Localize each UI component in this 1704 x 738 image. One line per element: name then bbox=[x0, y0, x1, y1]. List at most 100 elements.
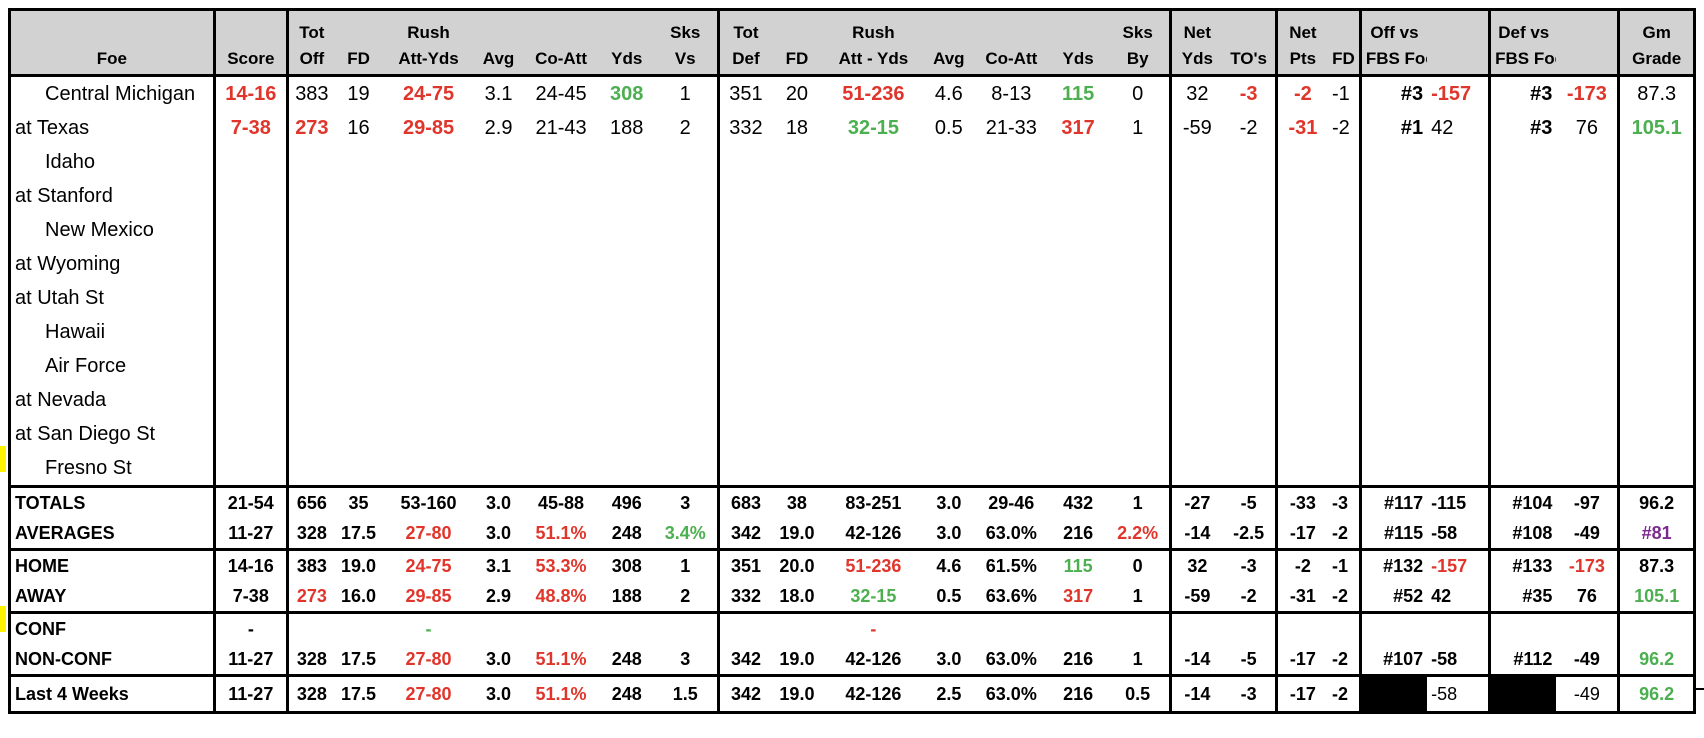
stat-cell bbox=[1169, 179, 1223, 213]
summary-row-home: HOME 14-16 383 19.0 24-75 3.1 53.3% 308 1 351 20.0… bbox=[9, 548, 1695, 581]
stat-cell bbox=[1556, 145, 1618, 179]
stat-cell bbox=[654, 179, 719, 213]
summary-cell: 63.6% bbox=[985, 585, 1037, 606]
stat-cell bbox=[475, 213, 522, 247]
stat-cell: -173 bbox=[1566, 82, 1607, 105]
stat-cell: 76 bbox=[1575, 116, 1598, 139]
stat-cell bbox=[600, 179, 654, 213]
stat-cell bbox=[382, 417, 475, 451]
stat-cell bbox=[1328, 451, 1360, 487]
stat-cell bbox=[1617, 179, 1695, 213]
summary-row-conf: CONF - - - bbox=[9, 611, 1695, 644]
summary-cell: 1 bbox=[1106, 485, 1171, 518]
stat-cell: #3 bbox=[1358, 75, 1428, 111]
stat-cell bbox=[522, 145, 600, 179]
stat-cell bbox=[335, 145, 382, 179]
summary-label: AVERAGES bbox=[15, 522, 115, 543]
stat-cell bbox=[600, 451, 654, 487]
stat-cell bbox=[285, 281, 335, 315]
foe-name: Hawaii bbox=[45, 320, 106, 343]
stat-cell bbox=[285, 145, 335, 179]
summary-cell: -173 bbox=[1556, 548, 1619, 581]
stat-cell: 317 bbox=[1061, 116, 1095, 139]
header-cell bbox=[1556, 9, 1619, 44]
stat-cell bbox=[1050, 315, 1106, 349]
stat-cell: -59 bbox=[1169, 111, 1223, 145]
stat-cell bbox=[925, 247, 972, 281]
stat-cell bbox=[335, 247, 382, 281]
stat-cell bbox=[600, 383, 654, 417]
stat-cell bbox=[772, 315, 822, 349]
stat-cell bbox=[382, 213, 475, 247]
stat-cell bbox=[973, 213, 1051, 247]
summary-cell: 19.0 bbox=[779, 522, 815, 543]
header-cell: Net bbox=[1169, 9, 1223, 44]
stat-cell bbox=[475, 247, 522, 281]
stat-cell bbox=[1222, 247, 1276, 281]
summary-cell: 29-85 bbox=[405, 585, 452, 606]
stat-cell bbox=[212, 417, 288, 451]
stat-cell bbox=[973, 349, 1051, 383]
stat-cell bbox=[1050, 451, 1106, 487]
stat-cell bbox=[822, 383, 925, 417]
stat-cell bbox=[522, 213, 600, 247]
summary-cell: 3.0 bbox=[474, 674, 523, 713]
summary-cell: 342 bbox=[716, 518, 773, 550]
stat-cell: 351 bbox=[716, 75, 773, 111]
summary-cell: -49 bbox=[1573, 648, 1600, 669]
summary-row-totals: TOTALS 21-54 656 35 53-160 3.0 45-88 496 3 683 38 8… bbox=[9, 485, 1695, 518]
summary-cell bbox=[772, 611, 822, 644]
stat-cell bbox=[822, 451, 925, 487]
stat-cell: 32 bbox=[1169, 75, 1223, 111]
header-cell bbox=[1050, 9, 1107, 44]
stat-cell bbox=[1222, 349, 1276, 383]
foe-name: at San Diego St bbox=[15, 422, 156, 445]
summary-cell: 53-160 bbox=[382, 485, 475, 518]
summary-cell: 2 bbox=[680, 585, 691, 606]
header-cell: Rush bbox=[382, 9, 475, 44]
header-cell: Tot bbox=[716, 9, 773, 44]
stat-cell bbox=[822, 281, 925, 315]
stat-cell bbox=[1617, 315, 1695, 349]
summary-cell: 3.0 bbox=[936, 648, 962, 669]
summary-label: NON-CONF bbox=[15, 648, 112, 669]
foe-name: Idaho bbox=[45, 150, 96, 173]
summary-cell: 248 bbox=[611, 522, 642, 543]
stat-cell bbox=[1328, 281, 1360, 315]
stat-cell bbox=[212, 281, 288, 315]
stat-cell bbox=[1427, 247, 1489, 281]
stat-cell bbox=[1169, 145, 1223, 179]
stat-cell bbox=[522, 451, 600, 487]
stat-cell: -1 bbox=[1332, 82, 1350, 105]
stat-cell bbox=[1274, 213, 1329, 247]
stat-cell bbox=[600, 349, 654, 383]
header-row-1: Tot Rush Sks Tot Rush Sks Net Net Off vs Def vs Gm bbox=[9, 9, 1695, 44]
stat-cell: 21-33 bbox=[985, 116, 1037, 139]
summary-cell: -5 bbox=[1222, 485, 1277, 518]
summary-cell: 63.0% bbox=[985, 648, 1037, 669]
summary-row-last-4-weeks: Last 4 Weeks 11-27 328 17.5 27-80 3.0 51.1% 248… bbox=[9, 674, 1695, 713]
stat-cell bbox=[772, 349, 822, 383]
stat-cell: 115 bbox=[1061, 82, 1095, 105]
summary-cell: 308 bbox=[599, 548, 654, 581]
stat-cell: 42 bbox=[1431, 116, 1454, 139]
summary-cell: 17.5 bbox=[341, 648, 377, 669]
stat-cell bbox=[1617, 383, 1695, 417]
stat-cell bbox=[716, 213, 773, 247]
header-cell: FD bbox=[334, 44, 383, 77]
stat-cell: 4.6 bbox=[934, 82, 963, 105]
stat-cell bbox=[822, 315, 925, 349]
stat-cell bbox=[1488, 349, 1557, 383]
stat-cell bbox=[285, 179, 335, 213]
stat-cell bbox=[1488, 451, 1557, 487]
stat-cell bbox=[925, 145, 972, 179]
header-cell: Yds bbox=[1169, 44, 1223, 77]
stat-cell bbox=[600, 281, 654, 315]
stat-cell bbox=[1556, 179, 1618, 213]
summary-cell: 63.0% bbox=[985, 522, 1037, 543]
header-cell bbox=[474, 9, 523, 44]
header-cell: By bbox=[1106, 44, 1171, 77]
summary-cell: 3.4% bbox=[664, 522, 706, 543]
summary-cell: -17 bbox=[1274, 518, 1329, 550]
stat-cell bbox=[285, 451, 335, 487]
